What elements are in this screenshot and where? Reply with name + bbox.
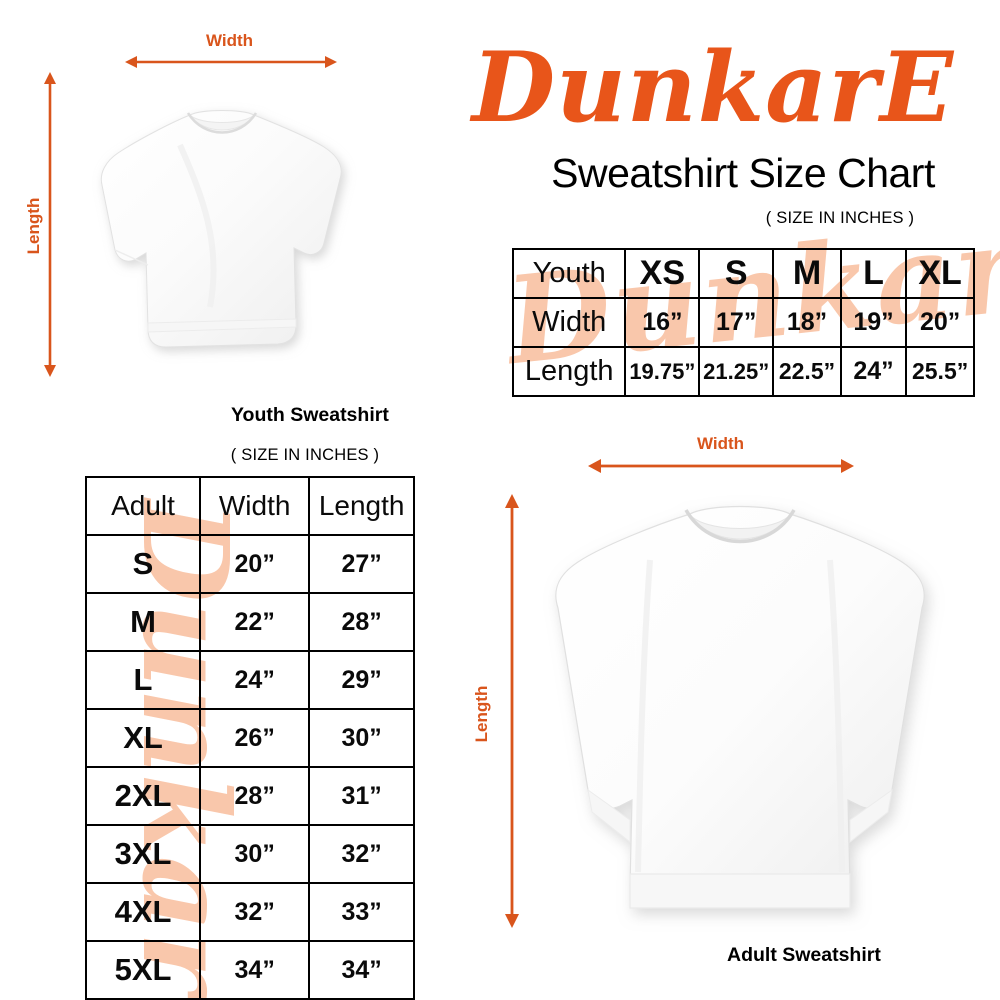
adult-size-xl: XL bbox=[84, 708, 202, 768]
adult-sweatshirt-caption: Adult Sweatshirt bbox=[727, 944, 881, 966]
table-row: Length 19.75” 21.25” 22.5” 24” 25.5” bbox=[511, 346, 975, 397]
table-row: 5XL 34” 34” bbox=[84, 940, 415, 1000]
youth-row-header-length: Length bbox=[511, 346, 627, 397]
youth-size-table: Youth XS S M L XL Width 16” 17” 18” 19” … bbox=[511, 248, 975, 397]
adult-length-5xl: 34” bbox=[308, 940, 415, 1000]
youth-length-l: 24” bbox=[839, 346, 908, 397]
table-row: M 22” 28” bbox=[84, 592, 415, 652]
youth-size-l: L bbox=[839, 248, 908, 299]
adult-length-4xl: 33” bbox=[308, 882, 415, 942]
youth-size-xs: XS bbox=[624, 248, 701, 299]
adult-header-width: Width bbox=[199, 476, 311, 536]
youth-length-arrow bbox=[40, 72, 60, 377]
adult-width-arrow bbox=[588, 456, 854, 476]
youth-width-s: 17” bbox=[698, 297, 775, 348]
adult-header-length: Length bbox=[308, 476, 415, 536]
youth-width-xs: 16” bbox=[624, 297, 701, 348]
adult-size-l: L bbox=[84, 650, 202, 710]
adult-size-3xl: 3XL bbox=[84, 824, 202, 884]
adult-width-s: 20” bbox=[199, 534, 311, 594]
youth-width-xl: 20” bbox=[905, 297, 975, 348]
table-row: 2XL 28” 31” bbox=[84, 766, 415, 826]
youth-sweatshirt-caption: Youth Sweatshirt bbox=[231, 404, 389, 426]
youth-length-xl: 25.5” bbox=[905, 346, 975, 397]
youth-size-s: S bbox=[698, 248, 775, 299]
adult-size-s: S bbox=[84, 534, 202, 594]
adult-length-xl: 30” bbox=[308, 708, 415, 768]
adult-length-2xl: 31” bbox=[308, 766, 415, 826]
page-title: Sweatshirt Size Chart bbox=[551, 150, 935, 196]
adult-length-m: 28” bbox=[308, 592, 415, 652]
youth-width-label: Width bbox=[206, 31, 254, 50]
youth-row-header-width: Width bbox=[511, 297, 627, 348]
adult-length-arrow bbox=[502, 494, 522, 928]
youth-width-m: 18” bbox=[772, 297, 842, 348]
youth-width-l: 19” bbox=[839, 297, 908, 348]
adult-header-size: Adult bbox=[84, 476, 202, 536]
adult-size-2xl: 2XL bbox=[84, 766, 202, 826]
table-row: 4XL 32” 33” bbox=[84, 882, 415, 942]
adult-size-table: Adult Width Length S 20” 27” M 22” 28” L 24” 29”… bbox=[84, 476, 415, 1000]
adult-length-3xl: 32” bbox=[308, 824, 415, 884]
adult-size-m: M bbox=[84, 592, 202, 652]
table-row: Youth XS S M L XL bbox=[511, 248, 975, 299]
adult-width-5xl: 34” bbox=[199, 940, 311, 1000]
adult-width-label: Width bbox=[697, 434, 745, 453]
youth-size-xl: XL bbox=[905, 248, 975, 299]
adult-width-l: 24” bbox=[199, 650, 311, 710]
youth-length-s: 21.25” bbox=[698, 346, 775, 397]
youth-size-m: M bbox=[772, 248, 842, 299]
adult-width-4xl: 32” bbox=[199, 882, 311, 942]
adult-sweatshirt-image bbox=[530, 490, 950, 940]
adult-width-3xl: 30” bbox=[199, 824, 311, 884]
table-row: Adult Width Length bbox=[84, 476, 415, 536]
adult-length-l: 29” bbox=[308, 650, 415, 710]
adult-length-label: Length bbox=[472, 685, 491, 743]
adult-length-s: 27” bbox=[308, 534, 415, 594]
adult-size-5xl: 5XL bbox=[84, 940, 202, 1000]
youth-row-header-size: Youth bbox=[511, 248, 627, 299]
table-row: 3XL 30” 32” bbox=[84, 824, 415, 884]
youth-sweatshirt-image bbox=[62, 75, 382, 395]
brand-logo: DunkarE bbox=[438, 22, 988, 152]
brand-logo-wordmark: DunkarE bbox=[471, 30, 955, 144]
table-row: S 20” 27” bbox=[84, 534, 415, 594]
youth-length-xs: 19.75” bbox=[624, 346, 701, 397]
adult-width-2xl: 28” bbox=[199, 766, 311, 826]
youth-units-note: ( SIZE IN INCHES ) bbox=[765, 209, 915, 227]
adult-width-xl: 26” bbox=[199, 708, 311, 768]
adult-size-4xl: 4XL bbox=[84, 882, 202, 942]
youth-length-label: Length bbox=[24, 197, 43, 255]
table-row: Width 16” 17” 18” 19” 20” bbox=[511, 297, 975, 348]
adult-width-m: 22” bbox=[199, 592, 311, 652]
youth-length-m: 22.5” bbox=[772, 346, 842, 397]
table-row: L 24” 29” bbox=[84, 650, 415, 710]
adult-units-note: ( SIZE IN INCHES ) bbox=[230, 446, 380, 464]
table-row: XL 26” 30” bbox=[84, 708, 415, 768]
youth-width-arrow bbox=[125, 52, 337, 72]
